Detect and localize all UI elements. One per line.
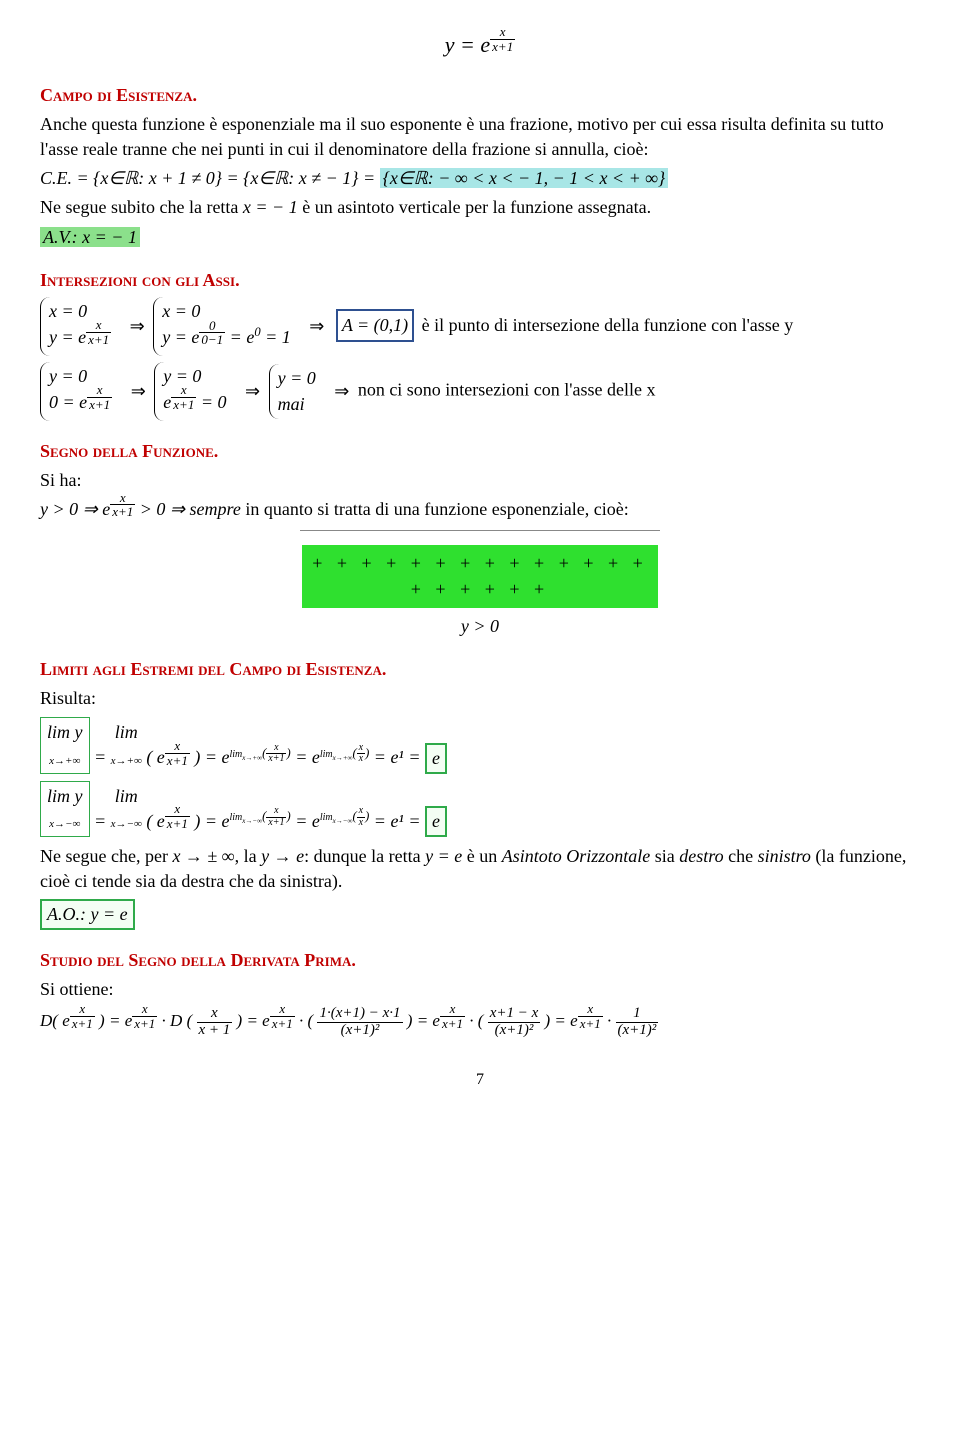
y-greater-zero: y > 0 (40, 614, 920, 639)
title-exp-num: x (490, 25, 515, 40)
limit-plus-inf: lim y x→+∞ = limx→+∞ ( exx+1 ) = elimx→+… (40, 717, 920, 774)
para-asintoto-orizz: Ne segue che, per x → ± ∞, la y → e: dun… (40, 844, 920, 894)
A-after-text: è il punto di intersezione della funzion… (422, 315, 794, 335)
lim-p-sub: x→+∞ (49, 755, 80, 767)
heading-derivata: Studio del Segno della Derivata Prima. (40, 948, 920, 973)
system-y-axis: x = 0 y = exx+1 ⇒ x = 0 y = e00−1 = e0 =… (40, 297, 920, 356)
lim-p-e1: = e¹ = (374, 748, 425, 768)
ce-highlight: {x∈ℝ: − ∞ < x < − 1, − 1 < x < + ∞} (380, 168, 669, 188)
lim-m-sub: x→−∞ (49, 818, 80, 830)
heading-limiti: Limiti agli Estremi del Campo di Esisten… (40, 657, 920, 682)
page-number: 7 (40, 1069, 920, 1091)
limit-minus-inf: lim y x→−∞ = limx→−∞ ( exx+1 ) = elimx→−… (40, 781, 920, 838)
sign-bar: + + + + + + + + + + + + + + + + + + + + (302, 545, 658, 607)
title-eq-base: y = e (445, 32, 490, 57)
av-line: A.V.: x = − 1 (40, 225, 920, 250)
title-exp-den: x+1 (490, 40, 515, 54)
sign-bar-top-line (300, 530, 660, 531)
lim-p-lhs: lim y (47, 722, 83, 742)
sl-c: sempre (190, 499, 241, 519)
sys1a: x = 0 y = exx+1 (40, 297, 117, 355)
lim-m-lhs: lim y (47, 786, 83, 806)
sys2b-l2: exx+1 = 0 (163, 390, 226, 419)
lim-p-result-box: e (425, 743, 447, 774)
sys1a-l2: y = exx+1 (49, 325, 111, 354)
deriv-mid: · D (157, 1011, 182, 1030)
risulta: Risulta: (40, 686, 920, 711)
lim-m-e1: = e¹ = (374, 811, 425, 831)
sys1b-l2: y = e00−1 = e0 = 1 (162, 324, 291, 354)
p2b: x = − 1 (243, 197, 298, 217)
sys2c-l2: mai (278, 392, 316, 417)
heading-segno: Segno della Funzione. (40, 439, 920, 464)
arrow-5: ⇒ (334, 379, 349, 404)
arrow-2: ⇒ (309, 314, 324, 339)
sys1b-l1: x = 0 (162, 299, 291, 324)
ce-label: C.E. (40, 168, 72, 188)
p2c: è un asintoto verticale per la funzione … (298, 197, 651, 217)
siha: Si ha: (40, 468, 920, 493)
sys2a-l2: 0 = exx+1 (49, 390, 112, 419)
ce-mid: = {x∈ℝ: x + 1 ≠ 0} = {x∈ℝ: x ≠ − 1} = (72, 168, 380, 188)
ao-box: A.O.: y = e (40, 899, 135, 930)
av-highlight: A.V.: x = − 1 (40, 227, 140, 247)
sys2b: y = 0 exx+1 = 0 (154, 362, 232, 420)
arrow-3: ⇒ (131, 379, 146, 404)
sys2c-l1: y = 0 (278, 366, 316, 391)
heading-intersezioni: Intersezioni con gli Assi. (40, 268, 920, 293)
sys2c: y = 0 mai (269, 364, 322, 418)
ce-line: C.E. = {x∈ℝ: x + 1 ≠ 0} = {x∈ℝ: x ≠ − 1}… (40, 166, 920, 191)
system-x-axis: y = 0 0 = exx+1 ⇒ y = 0 exx+1 = 0 ⇒ y = … (40, 362, 920, 420)
arrow-1: ⇒ (130, 314, 145, 339)
deriv-D: D (40, 1011, 52, 1030)
sl-b: > 0 ⇒ (135, 499, 189, 519)
sys1b: x = 0 y = e00−1 = e0 = 1 (153, 297, 297, 356)
lim-m-lhs-box: lim y x→−∞ (40, 781, 90, 837)
arrow-4: ⇒ (245, 379, 260, 404)
ao-line: A.O.: y = e (40, 899, 920, 930)
sl-d: in quanto si tratta di una funzione espo… (241, 499, 629, 519)
title-equation: y = exx+1 (40, 30, 920, 63)
para-av-prelude: Ne segue subito che la retta x = − 1 è u… (40, 195, 920, 220)
p2a: Ne segue subito che la retta (40, 197, 243, 217)
siott: Si ottiene: (40, 977, 920, 1002)
point-A-box: A = (0,1) (336, 309, 414, 342)
sl-a: y > 0 ⇒ e (40, 499, 110, 519)
lim-p-lhs-box: lim y x→+∞ (40, 717, 90, 773)
lim-m-result-box: e (425, 806, 447, 837)
sys2a: y = 0 0 = exx+1 (40, 362, 118, 420)
sys2-after-text: non ci sono intersezioni con l'asse dell… (358, 380, 656, 400)
segno-line: y > 0 ⇒ exx+1 > 0 ⇒ sempre in quanto si … (40, 497, 920, 526)
derivative-line: D( exx+1 ) = exx+1 · D ( xx + 1 ) = exx+… (40, 1006, 920, 1039)
para-campo: Anche questa funzione è esponenziale ma … (40, 112, 920, 162)
heading-campo: Campo di Esistenza. (40, 83, 920, 108)
